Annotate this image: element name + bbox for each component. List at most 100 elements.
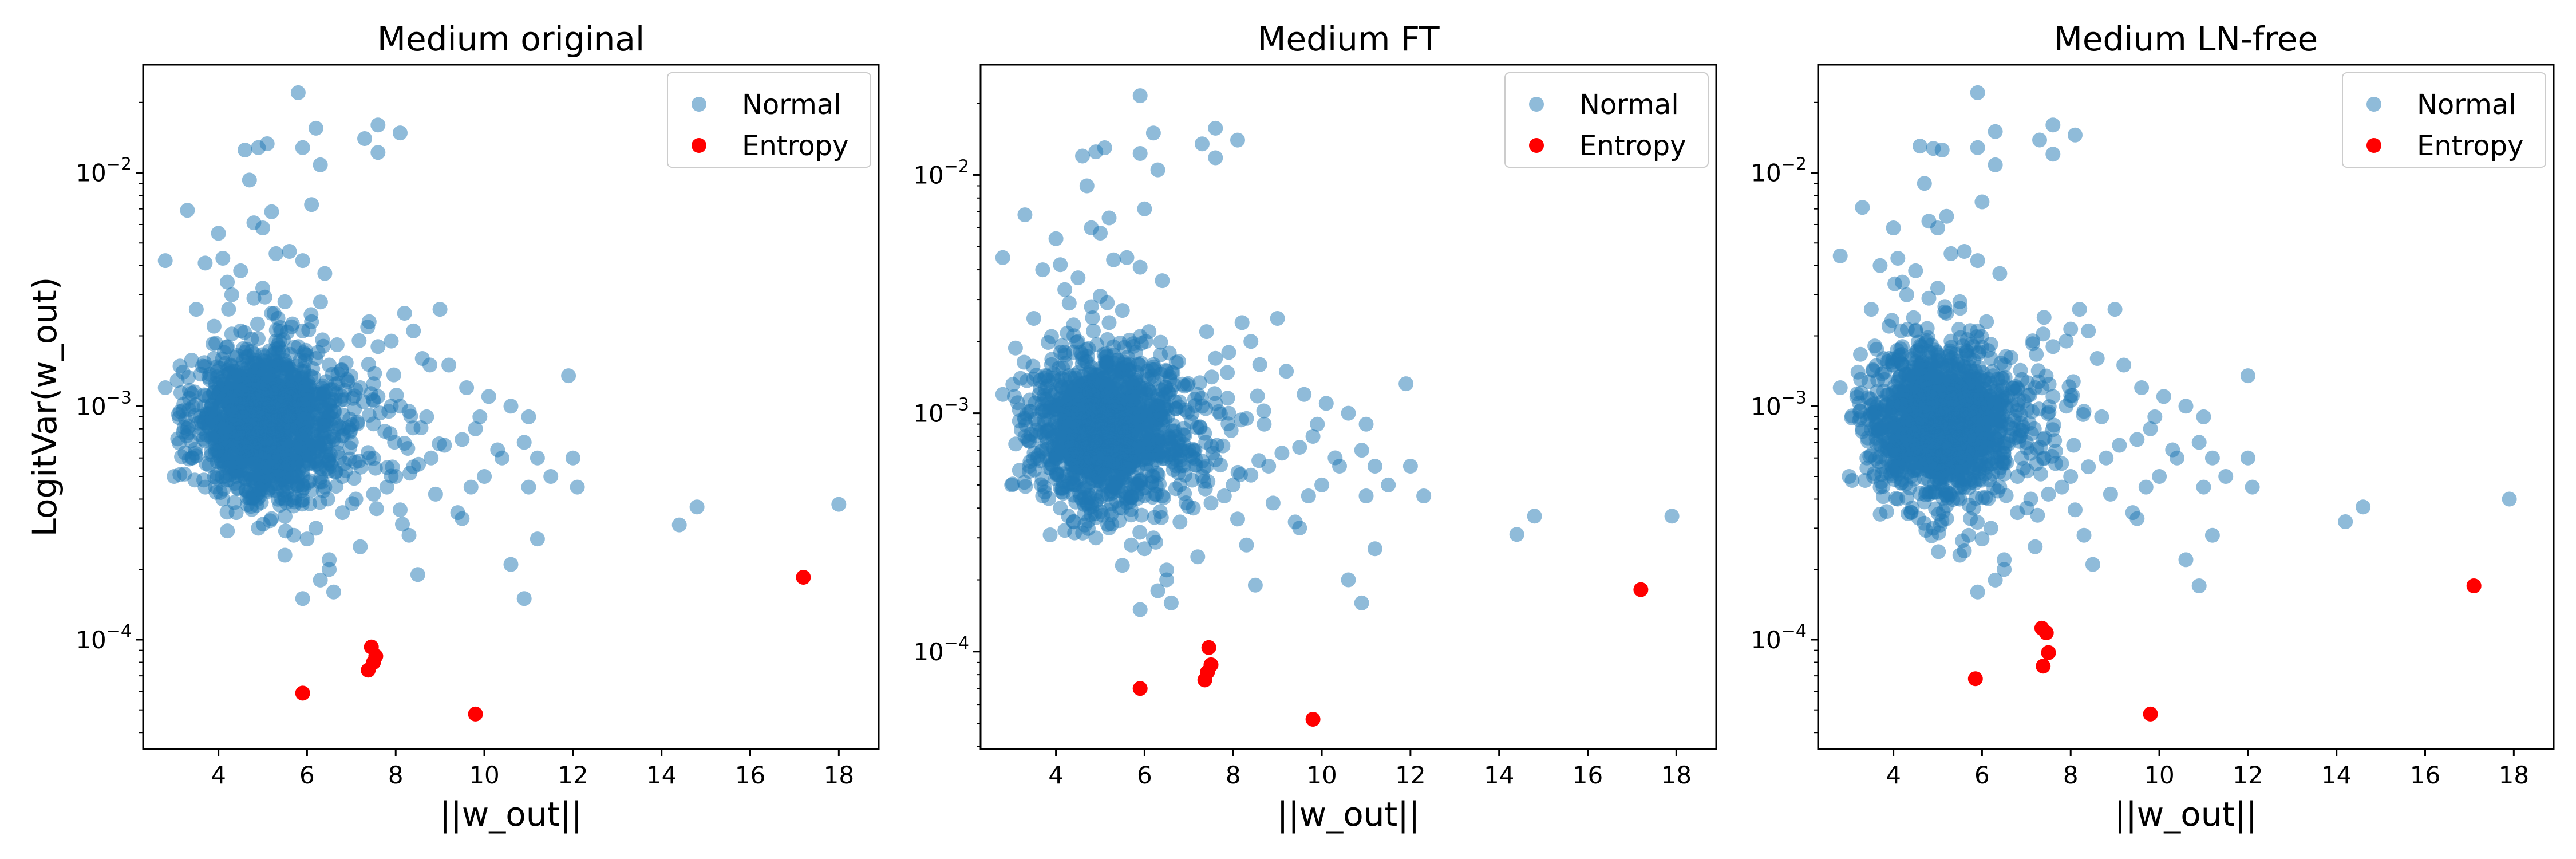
normal-point [1906, 368, 1921, 384]
normal-point [270, 377, 285, 393]
normal-point [1881, 318, 1897, 334]
normal-point [1358, 488, 1374, 503]
normal-point [1292, 440, 1307, 455]
normal-point [477, 469, 492, 484]
normal-point [334, 388, 350, 404]
normal-point [1899, 448, 1915, 463]
normal-point [228, 505, 244, 521]
normal-point [2107, 302, 2123, 317]
normal-point [1918, 398, 1933, 413]
normal-point [260, 459, 275, 475]
normal-point [1030, 416, 1046, 432]
normal-point [1120, 380, 1135, 395]
normal-point [268, 333, 284, 349]
normal-point [1939, 208, 1954, 224]
normal-point [1150, 162, 1165, 178]
normal-point [1084, 495, 1099, 511]
normal-point [299, 531, 315, 547]
normal-point [348, 491, 364, 507]
normal-point [1116, 364, 1132, 380]
normal-point [1257, 416, 1272, 432]
normal-point [1132, 146, 1148, 161]
y-tick-label: 10−4 [913, 633, 969, 666]
normal-point [503, 557, 519, 572]
entropy-point [796, 570, 811, 585]
normal-point [1832, 380, 1848, 395]
x-axis: 4 6 8 10 12 14 16 18 [1886, 749, 2529, 789]
normal-point [215, 491, 231, 507]
y-axis: 10−410−310−2 [76, 101, 143, 734]
y-tick-label: 10−4 [1751, 621, 1807, 654]
normal-point [1153, 334, 1168, 350]
normal-point [432, 302, 448, 317]
normal-point [406, 323, 421, 338]
normal-point [2502, 491, 2517, 507]
normal-point [1919, 413, 1934, 429]
normal-point [2218, 469, 2234, 484]
normal-point [1137, 541, 1152, 557]
normal-point [1072, 427, 1087, 442]
normal-point [2000, 401, 2015, 416]
normal-point [1402, 459, 1418, 474]
normal-point [270, 446, 285, 461]
normal-point [1859, 450, 1875, 466]
normal-point [184, 385, 199, 401]
normal-point [211, 226, 226, 241]
normal-point [1150, 583, 1165, 598]
normal-point [1124, 440, 1139, 455]
normal-point [1292, 521, 1307, 535]
normal-point [1192, 375, 1207, 391]
normal-point [1085, 310, 1100, 325]
normal-point [2147, 409, 2163, 424]
legend-box [667, 72, 871, 168]
normal-point [215, 251, 231, 266]
normal-point [1881, 351, 1897, 366]
normal-point [239, 436, 254, 451]
normal-point [315, 332, 330, 348]
normal-point [370, 117, 386, 133]
normal-point [1042, 452, 1058, 468]
normal-point [2240, 368, 2255, 384]
normal-point [238, 345, 252, 360]
normal-point [2134, 380, 2150, 395]
normal-point [2048, 443, 2063, 459]
normal-point [247, 367, 262, 383]
normal-point [262, 431, 277, 446]
normal-point [1216, 488, 1232, 503]
normal-point [1921, 486, 1937, 502]
normal-point [157, 253, 173, 269]
chart-title: Medium FT [1257, 19, 1440, 58]
x-tick-label: 12 [2233, 761, 2263, 789]
normal-point [1044, 357, 1059, 372]
entropy-point [2143, 706, 2158, 722]
normal-point [312, 460, 327, 475]
normal-point [1952, 294, 1967, 309]
normal-point [255, 281, 270, 296]
normal-point [278, 509, 293, 524]
normal-point [242, 172, 257, 188]
normal-point [2041, 486, 2056, 502]
normal-point [2116, 357, 2132, 373]
normal-point [277, 491, 293, 507]
normal-point [329, 337, 345, 352]
normal-point [481, 389, 496, 404]
normal-point [335, 469, 350, 484]
normal-point [233, 263, 248, 278]
normal-point [1933, 428, 1948, 443]
normal-point [1084, 420, 1099, 436]
normal-point [2165, 442, 2180, 458]
normal-point [233, 323, 248, 338]
normal-point [1084, 299, 1099, 314]
normal-point [1208, 350, 1223, 366]
entropy-point [1132, 681, 1148, 696]
normal-point [419, 409, 434, 424]
normal-point [1871, 423, 1886, 438]
normal-point [1159, 364, 1175, 379]
normal-point [2129, 511, 2145, 526]
normal-point [1929, 353, 1945, 369]
y-tick-label: 10−2 [1751, 155, 1807, 187]
normal-point [1886, 220, 1901, 235]
normal-point [175, 364, 191, 380]
